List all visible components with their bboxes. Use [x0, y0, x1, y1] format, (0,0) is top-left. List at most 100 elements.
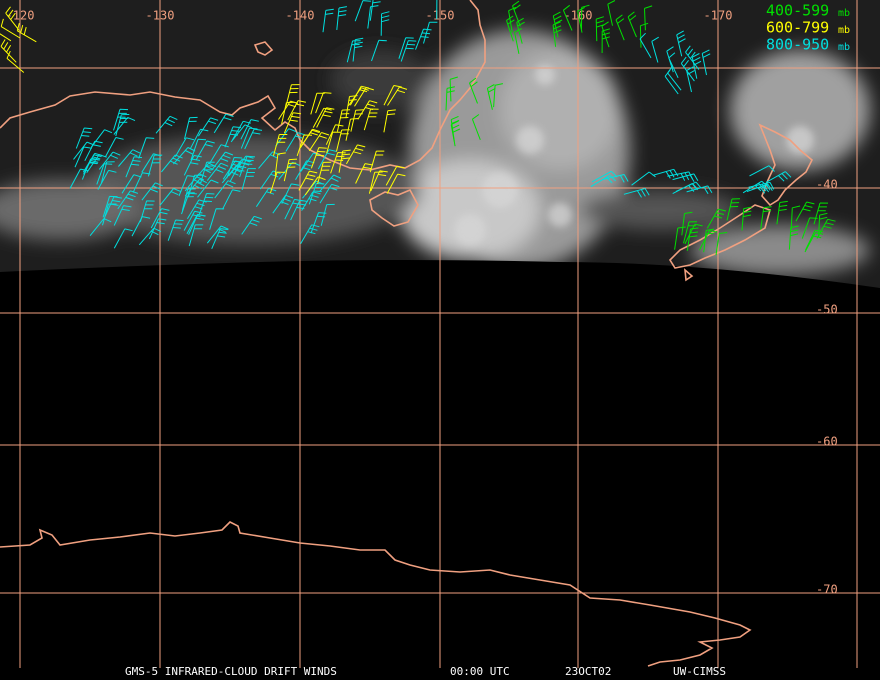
wind-barb: [195, 140, 215, 161]
wind-barb: [100, 161, 115, 184]
wind-barb: [652, 168, 679, 179]
wind-barb: [285, 84, 300, 107]
footer: GMS-5 INFRARED-CLOUD DRIFT WINDS 00:00 U…: [125, 665, 726, 678]
wind-barb: [325, 124, 344, 145]
time: 00:00 UTC: [450, 665, 510, 678]
wind-barb: [118, 149, 141, 167]
wind-barb: [221, 165, 244, 184]
wind-barb: [74, 146, 92, 168]
wind-barb: [449, 76, 458, 102]
wind-barb: [244, 128, 263, 150]
wind-barb: [240, 127, 258, 149]
wind-barb: [703, 228, 715, 253]
wind-barb: [370, 170, 388, 192]
wind-barb: [283, 112, 302, 134]
wind-barb: [16, 22, 37, 43]
wind-barb: [686, 66, 695, 93]
wind-barb: [371, 39, 387, 62]
wind-barb: [197, 117, 219, 137]
wind-barb: [380, 11, 390, 36]
wind-barb: [229, 161, 249, 183]
wind-barb: [805, 229, 823, 251]
wind-barb: [5, 6, 20, 31]
wind-barb: [691, 53, 702, 79]
wind-barb: [601, 28, 611, 54]
wind-barb: [668, 52, 679, 79]
wind-barb: [258, 151, 281, 169]
latitude-label: -70: [816, 583, 838, 597]
wind-barb: [315, 92, 332, 114]
wind-barb: [83, 154, 102, 175]
wind-barb: [90, 129, 113, 148]
wind-barb: [226, 157, 243, 179]
wind-barb: [336, 109, 351, 132]
wind-barb: [508, 6, 517, 33]
wind-barb: [385, 165, 405, 186]
wind-barb: [287, 100, 307, 121]
wind-barb: [299, 129, 320, 149]
wind-barb: [102, 195, 118, 218]
wind-barb: [674, 226, 686, 250]
wind-barb: [322, 8, 334, 33]
wind-barb: [139, 200, 155, 223]
wind-barb: [436, 0, 438, 20]
wind-barb: [300, 224, 320, 245]
wind-barb: [104, 137, 124, 158]
wind-barb: [683, 221, 698, 244]
wind-barb: [676, 30, 686, 57]
wind-barb: [357, 100, 378, 120]
wind-barb: [686, 185, 713, 195]
wind-barb: [198, 193, 215, 215]
latitude-label: -40: [816, 178, 838, 192]
wind-barb: [686, 227, 699, 251]
wind-barb: [184, 178, 208, 197]
wind-barb: [701, 49, 711, 76]
wind-barb: [184, 116, 198, 140]
wind-barb: [113, 116, 136, 135]
latitude-label: -50: [816, 303, 838, 317]
wind-barb: [330, 152, 346, 174]
wind-barb: [209, 144, 229, 164]
wind-barb: [680, 56, 695, 82]
wind-barb: [161, 154, 183, 173]
wind-barb: [383, 109, 396, 133]
wind-barb: [211, 151, 234, 170]
wind-barb: [398, 37, 414, 59]
wind-barb: [552, 11, 563, 38]
wind-barb: [104, 196, 122, 218]
wind-barb: [423, 21, 438, 44]
wind-barb: [113, 228, 133, 249]
wind-barb: [349, 85, 370, 106]
wind-barb: [715, 232, 728, 256]
wind-barb: [189, 128, 209, 150]
wind-barb: [639, 32, 652, 59]
legend-range: 400-599: [766, 2, 829, 20]
wind-barb: [450, 120, 461, 147]
legend-unit: mb: [838, 42, 850, 53]
wind-barb: [319, 183, 340, 204]
wind-barb: [354, 0, 371, 22]
wind-barb: [607, 0, 616, 26]
wind-barb: [308, 183, 325, 205]
wind-barb: [241, 168, 256, 191]
wind-barb: [188, 224, 204, 247]
wind-barb: [319, 174, 342, 193]
wind-barb: [706, 208, 727, 229]
wind-barb: [290, 199, 308, 221]
wind-barb: [400, 40, 417, 62]
wind-barb: [644, 5, 653, 31]
wind-barb: [197, 179, 219, 198]
wind-barb: [681, 211, 693, 236]
wind-barb: [336, 6, 347, 30]
wind-barb: [206, 162, 229, 181]
wind-barb: [386, 173, 406, 194]
wind-barb: [98, 151, 121, 170]
wind-barb: [308, 132, 330, 152]
wind-barb: [6, 50, 25, 73]
wind-barb: [684, 223, 703, 245]
legend: 400-599 mb 600-799 mb 800-950 mb: [766, 2, 850, 54]
wind-barb: [75, 127, 93, 149]
wind-barb: [320, 203, 335, 226]
wind-barb: [338, 149, 351, 173]
wind-barb: [174, 137, 195, 158]
